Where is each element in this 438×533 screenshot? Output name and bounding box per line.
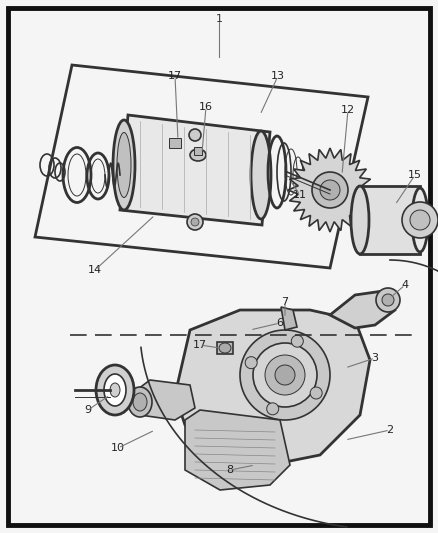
- Text: 7: 7: [282, 297, 289, 307]
- Bar: [169, 138, 181, 148]
- Polygon shape: [330, 290, 395, 328]
- Circle shape: [253, 343, 317, 407]
- Circle shape: [402, 202, 438, 238]
- Text: 2: 2: [386, 425, 394, 435]
- Text: 17: 17: [193, 340, 207, 350]
- Polygon shape: [288, 148, 372, 232]
- Ellipse shape: [190, 149, 206, 161]
- Circle shape: [310, 387, 322, 399]
- Ellipse shape: [96, 365, 134, 415]
- Text: 16: 16: [199, 102, 213, 112]
- Ellipse shape: [133, 393, 147, 411]
- Polygon shape: [185, 410, 290, 490]
- Circle shape: [191, 218, 199, 226]
- Text: 11: 11: [293, 190, 307, 200]
- Circle shape: [267, 403, 279, 415]
- Circle shape: [320, 180, 340, 200]
- Ellipse shape: [110, 383, 120, 397]
- Circle shape: [189, 129, 201, 141]
- Circle shape: [245, 357, 257, 369]
- Circle shape: [265, 355, 305, 395]
- Text: 3: 3: [371, 353, 378, 363]
- Ellipse shape: [128, 387, 152, 417]
- Ellipse shape: [117, 133, 131, 198]
- Circle shape: [376, 288, 400, 312]
- Polygon shape: [130, 380, 195, 420]
- Circle shape: [240, 330, 330, 420]
- Bar: [360, 186, 420, 254]
- Circle shape: [382, 294, 394, 306]
- Circle shape: [410, 210, 430, 230]
- Text: 6: 6: [276, 318, 283, 328]
- Text: 1: 1: [215, 14, 223, 24]
- Text: 15: 15: [408, 170, 422, 180]
- Ellipse shape: [351, 186, 369, 254]
- Text: 4: 4: [402, 280, 409, 290]
- Circle shape: [187, 214, 203, 230]
- Polygon shape: [281, 307, 297, 330]
- Text: 13: 13: [271, 71, 285, 81]
- Ellipse shape: [412, 188, 428, 252]
- Circle shape: [291, 335, 303, 347]
- Ellipse shape: [219, 343, 231, 353]
- Text: 12: 12: [341, 105, 355, 115]
- Ellipse shape: [104, 374, 126, 406]
- Bar: [217, 342, 233, 354]
- Text: 14: 14: [88, 265, 102, 275]
- Polygon shape: [175, 310, 370, 465]
- Text: 8: 8: [226, 465, 233, 475]
- Ellipse shape: [251, 131, 271, 219]
- Text: 10: 10: [111, 443, 125, 453]
- Ellipse shape: [113, 120, 135, 210]
- Circle shape: [275, 365, 295, 385]
- Circle shape: [312, 172, 348, 208]
- Polygon shape: [120, 115, 270, 225]
- Bar: [194, 147, 202, 155]
- Text: 9: 9: [85, 405, 92, 415]
- Text: 17: 17: [168, 71, 182, 81]
